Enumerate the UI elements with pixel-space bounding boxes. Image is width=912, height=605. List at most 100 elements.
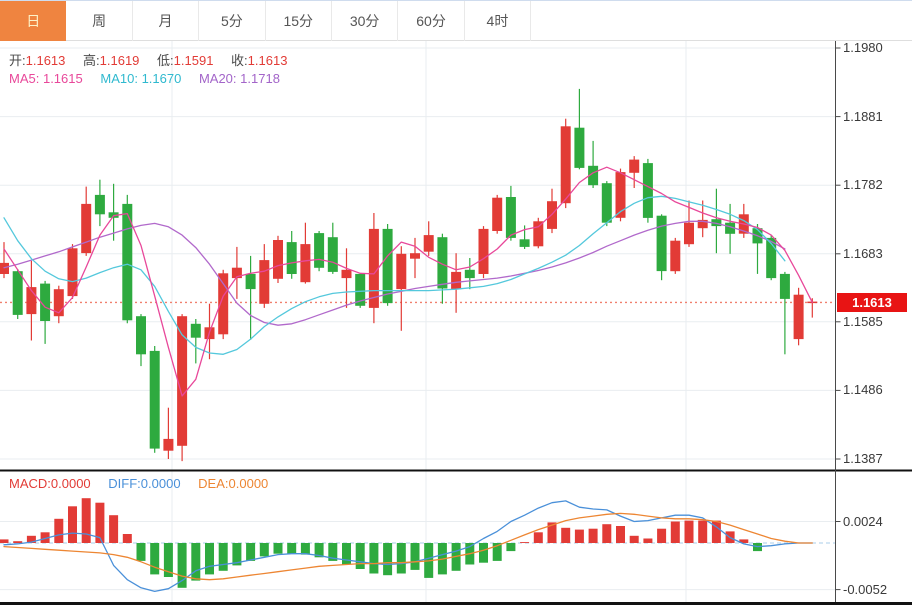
macd-bar <box>81 498 91 543</box>
macd-bar <box>533 532 543 543</box>
tab-60min[interactable]: 60分 <box>398 1 465 41</box>
candle-body <box>601 183 612 223</box>
ma5-label: MA5: <box>9 71 40 86</box>
ma10-line <box>3 195 786 355</box>
tab-week[interactable]: 周 <box>66 1 133 41</box>
candle-body <box>341 269 352 279</box>
candle-body <box>766 237 777 279</box>
candle-body <box>368 228 379 308</box>
macd-bar <box>547 522 557 543</box>
candle-body <box>779 273 790 299</box>
candle-body <box>259 260 270 304</box>
price-tick-label: 1.1387 <box>843 451 883 466</box>
candle-body <box>451 271 462 290</box>
macd-tick-label: 0.0024 <box>843 513 883 529</box>
macd-bar <box>492 543 502 561</box>
macd-bar <box>328 543 338 561</box>
macd-bar <box>246 543 256 561</box>
tab-4hour[interactable]: 4时 <box>465 1 532 41</box>
diff-value: 0.0000 <box>140 476 181 491</box>
tabbar-spacer <box>531 1 912 40</box>
bottom-border <box>0 602 912 605</box>
candle-body <box>40 283 51 321</box>
candle-body <box>314 233 325 268</box>
close-value: 1.1613 <box>247 53 288 68</box>
ma5-value: 1.1615 <box>42 71 83 86</box>
tab-30min[interactable]: 30分 <box>332 1 399 41</box>
macd-bar <box>711 520 721 543</box>
macd-bar <box>479 543 488 563</box>
candle-body <box>437 237 448 289</box>
candle-body <box>629 159 640 173</box>
candle-body <box>656 215 667 272</box>
ma20-value: 1.1718 <box>240 71 280 86</box>
macd-bar <box>588 528 598 543</box>
diff-label: DIFF: <box>108 476 141 491</box>
tab-5min[interactable]: 5分 <box>199 1 266 41</box>
candle-body <box>67 248 78 297</box>
candle-body <box>163 438 174 451</box>
ma-readout: MA5: 1.1615 MA10: 1.1670 MA20: 1.1718 <box>9 71 280 86</box>
open-label: 开: <box>9 53 26 68</box>
macd-value: 0.0000 <box>50 476 91 491</box>
candle-body <box>26 287 37 315</box>
candle-body <box>0 262 9 274</box>
candle-body <box>190 323 201 338</box>
low-value: 1.1591 <box>173 53 214 68</box>
tab-day[interactable]: 日 <box>0 1 67 41</box>
candle-body <box>177 316 188 446</box>
macd-bar <box>739 539 749 543</box>
price-tick-label: 1.1486 <box>843 382 883 398</box>
macd-bar <box>191 543 201 581</box>
macd-bar <box>383 543 393 576</box>
candle-body <box>382 228 393 304</box>
candle-body <box>533 221 544 247</box>
candle-body <box>53 289 64 317</box>
candle-body <box>519 239 530 247</box>
candle-body <box>615 172 626 218</box>
macd-bar <box>314 543 324 558</box>
macd-bar <box>109 515 119 543</box>
macd-bar <box>95 502 105 543</box>
candle-body <box>464 269 475 279</box>
macd-bar <box>342 543 351 565</box>
macd-bar <box>670 521 680 543</box>
candle-body <box>793 294 804 340</box>
price-tick-label: 1.1585 <box>843 313 883 329</box>
macd-bar <box>561 527 571 543</box>
tab-15min[interactable]: 15分 <box>266 1 332 41</box>
candle-body <box>725 222 736 234</box>
candle-body <box>300 244 311 283</box>
macd-bar <box>205 543 214 575</box>
macd-bar <box>273 543 283 554</box>
macd-bar <box>68 506 77 543</box>
candle-body <box>355 273 366 306</box>
candle-body <box>410 253 420 259</box>
ma5-line <box>3 166 813 397</box>
macd-bar <box>136 543 146 561</box>
macd-bar <box>0 539 9 543</box>
macd-bar <box>410 543 420 570</box>
timeframe-tabbar: 日 周 月 5分 15分 30分 60分 4时 <box>0 1 912 41</box>
open-value: 1.1613 <box>25 53 66 68</box>
macd-bar <box>163 543 173 577</box>
macd-tick-label: -0.0052 <box>843 581 888 597</box>
tab-month[interactable]: 月 <box>133 1 200 41</box>
macd-bar <box>177 543 187 588</box>
candle-body <box>423 235 434 252</box>
dea-label: DEA: <box>198 476 229 491</box>
high-label: 高: <box>83 53 100 68</box>
macd-bar <box>13 541 23 543</box>
low-label: 低: <box>157 53 174 68</box>
macd-bar <box>520 542 530 543</box>
candle-body <box>245 273 256 290</box>
candle-body <box>684 222 694 245</box>
high-value: 1.1619 <box>99 53 140 68</box>
candle-body <box>231 267 242 279</box>
candle-body <box>711 219 722 227</box>
price-tick-label: 1.1683 <box>843 245 883 261</box>
macd-bar <box>643 538 653 543</box>
